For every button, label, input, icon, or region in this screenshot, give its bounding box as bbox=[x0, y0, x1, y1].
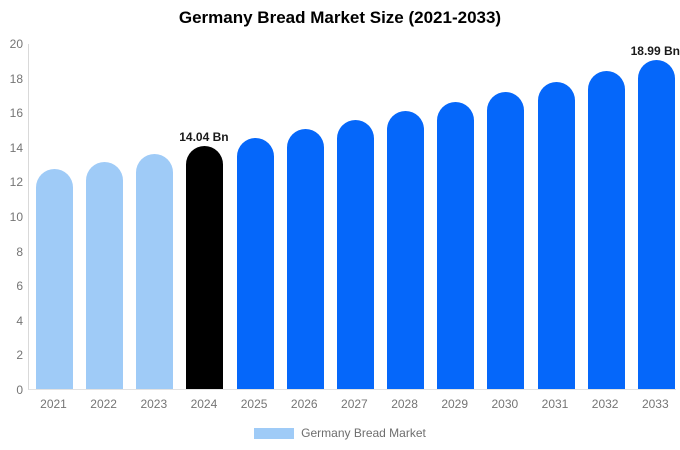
bar-value-label: 14.04 Bn bbox=[179, 130, 229, 145]
bar-2021[interactable] bbox=[36, 169, 73, 389]
x-tick-label: 2022 bbox=[90, 397, 117, 411]
bar-2028[interactable] bbox=[387, 111, 425, 389]
x-tick-label: 2026 bbox=[290, 397, 318, 411]
bar-2032[interactable] bbox=[587, 71, 625, 389]
x-tick-label: 2031 bbox=[541, 397, 569, 411]
x-tick-label: 2032 bbox=[591, 397, 619, 411]
bar-2027[interactable] bbox=[336, 120, 374, 389]
x-tick-label: 2027 bbox=[341, 397, 368, 411]
x-tick-label: 2028 bbox=[391, 397, 418, 411]
x-tick-label: 2029 bbox=[441, 397, 469, 411]
y-tick-label: 16 bbox=[9, 106, 23, 121]
y-tick-label: 8 bbox=[16, 244, 23, 259]
y-tick-label: 0 bbox=[16, 383, 23, 397]
y-tick-label: 10 bbox=[9, 210, 23, 224]
x-tick-label: 2021 bbox=[40, 397, 67, 411]
bar-2026[interactable] bbox=[286, 129, 324, 389]
x-tick-label: 2025 bbox=[240, 397, 268, 411]
plot-area bbox=[28, 44, 676, 390]
bar-2022[interactable] bbox=[86, 161, 124, 389]
y-tick-label: 12 bbox=[9, 175, 23, 190]
y-tick-label: 14 bbox=[9, 140, 23, 155]
bar-2024[interactable] bbox=[186, 146, 224, 389]
bar-2031[interactable] bbox=[537, 81, 575, 389]
bar-2023[interactable] bbox=[136, 154, 174, 389]
x-tick-label: 2024 bbox=[190, 397, 218, 411]
y-tick-label: 18 bbox=[9, 71, 23, 86]
chart-title: Germany Bread Market Size (2021-2033) bbox=[178, 8, 502, 27]
y-tick-label: 2 bbox=[16, 348, 23, 363]
bar-2029[interactable] bbox=[437, 101, 475, 389]
legend: Germany Bread Market bbox=[0, 426, 680, 440]
y-tick-label: 20 bbox=[9, 37, 23, 51]
y-tick-label: 6 bbox=[16, 279, 23, 294]
bar-2033[interactable] bbox=[637, 60, 675, 389]
x-tick-label: 2030 bbox=[491, 397, 519, 411]
x-tick-label: 2023 bbox=[140, 397, 168, 411]
bar-2030[interactable] bbox=[487, 91, 525, 389]
y-tick-label: 4 bbox=[16, 313, 23, 328]
bar-2025[interactable] bbox=[236, 137, 274, 389]
bar-value-label: 18.99 Bn bbox=[630, 44, 680, 59]
legend-label: Germany Bread Market bbox=[301, 426, 426, 440]
x-tick-label: 2033 bbox=[641, 397, 669, 411]
legend-swatch bbox=[254, 427, 295, 439]
